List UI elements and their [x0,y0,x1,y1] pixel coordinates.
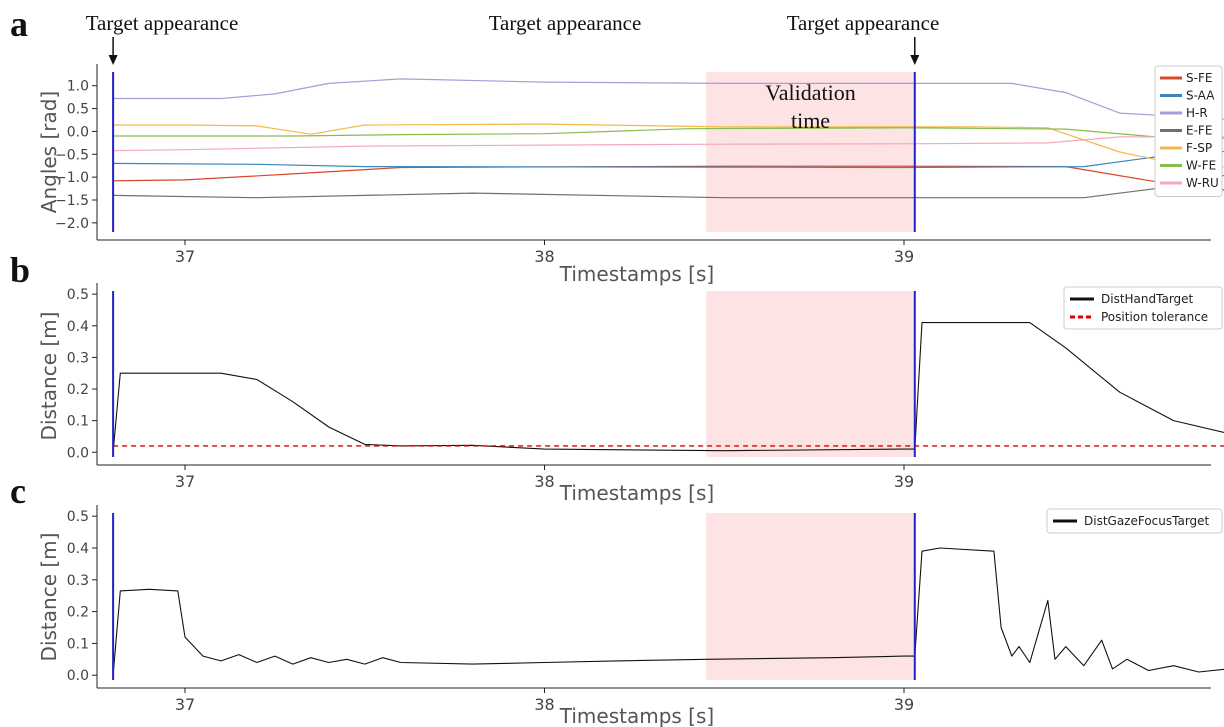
legend-label: W-FE [1186,159,1216,173]
target-appearance-label: Target appearance [787,11,940,35]
x-tick-label: 39 [894,472,914,491]
legend-label: F-SP [1186,141,1212,155]
x-tick-label: 39 [894,247,914,266]
y-tick-label: −0.5 [55,147,89,163]
validation-window-a-0 [706,72,915,232]
axes [92,64,1211,693]
series-line-s-aa [113,150,1224,169]
panel-letter: a [10,4,28,44]
series-line-h-r [113,78,1224,120]
y-tick-label: 1.0 [67,79,89,95]
y-tick-label: 0.3 [67,573,89,589]
x-tick-label: 37 [175,247,195,266]
y-tick-label: 0.2 [67,382,89,398]
validation-time-label: time [791,108,830,133]
y-tick-label: 0.4 [67,541,89,557]
series-line-distgazefocustarget [112,547,1224,676]
x-tick-label: 39 [894,695,914,714]
text-layer: 3738394041421.00.50.0−0.5−1.0−1.5−2.0Tim… [10,4,940,727]
target-arrow-head [910,55,920,65]
x-axis-label: Timestamps [s] [559,704,714,727]
x-axis-label: Timestamps [s] [559,481,714,505]
validation-window-c-0 [706,513,915,680]
target-appearance-label: Target appearance [86,11,239,35]
legend-label: DistGazeFocusTarget [1084,514,1210,528]
legend-label: S-FE [1186,71,1212,85]
y-tick-label: 0.0 [67,124,89,140]
y-tick-label: 0.1 [67,636,89,652]
legend-label: S-AA [1186,89,1215,103]
y-tick-label: 0.2 [67,605,89,621]
y-tick-label: −1.0 [55,170,89,186]
y-tick-label: 0.1 [67,414,89,430]
y-axis-label: Distance [m] [37,533,61,662]
target-appearance-label: Target appearance [489,11,642,35]
y-axis-label: Angles [rad] [37,91,61,213]
y-tick-label: 0.5 [67,287,89,303]
legend-label: E-FE [1186,124,1212,138]
y-tick-label: 0.0 [67,668,89,684]
validation-shading [706,72,915,680]
legend-label: DistHandTarget [1101,292,1194,306]
series-line-f-sp [113,123,1224,168]
series-line-disthandtarget [112,322,1224,453]
y-tick-label: 0.0 [67,445,89,461]
legend-box [1063,286,1223,330]
y-axis-label: Distance [m] [37,312,61,441]
x-tick-label: 38 [534,247,554,266]
series-line-e-fe [113,174,1224,199]
panel-letter: c [10,471,26,511]
legends: S-FE S-AA H-R E-FE F-SP W-FE W-RU DistHandTarge… [1046,65,1223,534]
y-tick-label: −2.0 [55,216,89,232]
panel-letter: b [10,250,30,290]
y-tick-label: 0.5 [67,509,89,525]
legend-label: H-R [1186,106,1208,120]
series-line-s-fe [113,165,1224,191]
x-tick-label: 37 [175,695,195,714]
x-tick-label: 38 [534,695,554,714]
x-tick-label: 37 [175,472,195,491]
target-lines [112,72,916,680]
legend-label: Position tolerance [1101,310,1208,324]
x-axis-label: Timestamps [s] [559,262,714,286]
validation-window-b-0 [706,291,915,457]
series-lines [112,78,1224,676]
target-arrow-head [108,55,118,65]
y-tick-label: 0.5 [67,102,89,118]
legend-box [1154,65,1223,197]
legend-label: W-RU [1186,176,1219,190]
x-tick-label: 38 [534,472,554,491]
series-line-w-ru [113,136,1224,152]
y-tick-label: 0.4 [67,319,89,335]
y-tick-label: −1.5 [55,193,89,209]
legend-box [1046,508,1223,534]
y-tick-label: 0.3 [67,350,89,366]
validation-time-label: Validation [765,80,855,105]
